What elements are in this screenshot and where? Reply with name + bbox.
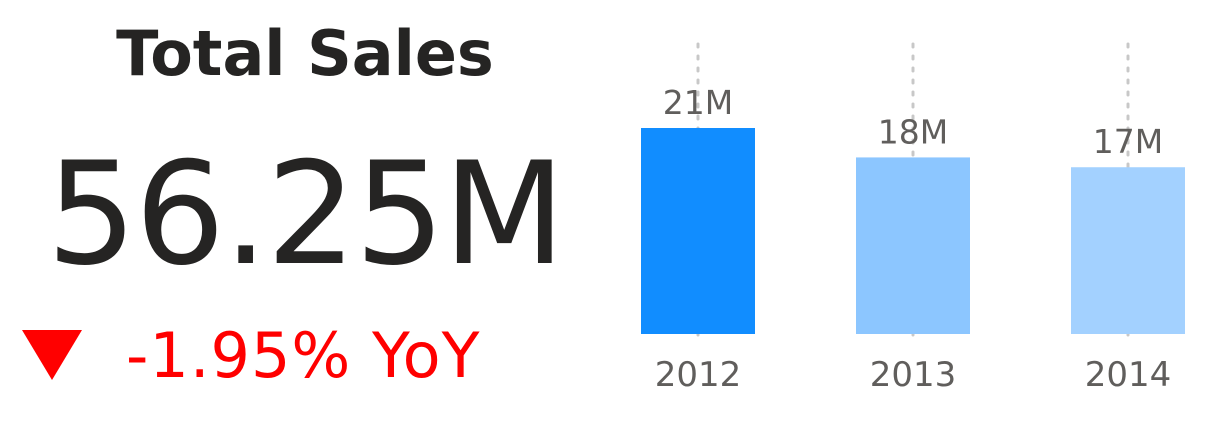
down-triangle-icon (22, 330, 82, 380)
bar-2013 (856, 157, 970, 334)
bar-2012 (641, 128, 755, 334)
bar-2014 (1071, 167, 1185, 334)
kpi-change: -1.95% YoY (22, 310, 480, 400)
kpi-title: Total Sales (116, 17, 494, 90)
kpi-value: 56.25M (46, 132, 565, 297)
yoy-change-text: -1.95% YoY (126, 318, 481, 392)
bar-value-label: 17M (1093, 122, 1163, 161)
bar-value-label: 18M (878, 112, 948, 151)
bar-value-label: 21M (663, 83, 733, 122)
yearly-sales-bar-chart: 21M 2012 18M 2013 17M 2014 (641, 42, 1185, 395)
x-tick-label: 2013 (870, 355, 957, 395)
x-tick-label: 2014 (1085, 355, 1172, 395)
x-tick-label: 2012 (655, 355, 742, 395)
